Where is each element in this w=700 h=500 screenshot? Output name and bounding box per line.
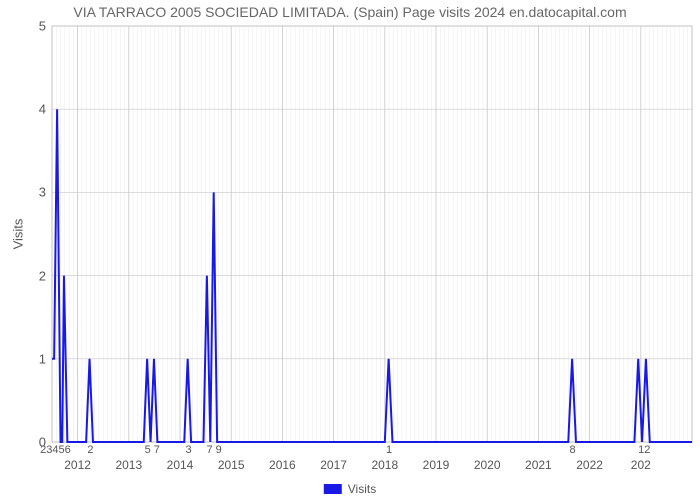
- legend: Visits: [324, 482, 376, 496]
- legend-swatch: [324, 484, 342, 494]
- y-tick-label: 1: [39, 351, 46, 366]
- y-tick-label: 5: [39, 19, 46, 34]
- y-tick-label: 4: [39, 102, 46, 117]
- x-year-label: 2022: [576, 458, 603, 472]
- y-axis-title: Visits: [11, 219, 26, 250]
- plot-svg: [52, 26, 692, 442]
- chart-title: VIA TARRACO 2005 SOCIEDAD LIMITADA. (Spa…: [0, 4, 700, 21]
- x-year-label: 2014: [167, 458, 194, 472]
- x-small-label: 3: [185, 444, 191, 456]
- y-tick-label: 2: [39, 268, 46, 283]
- x-small-label: 8: [569, 444, 575, 456]
- chart-page: VIA TARRACO 2005 SOCIEDAD LIMITADA. (Spa…: [0, 0, 700, 500]
- y-tick-label: 3: [39, 185, 46, 200]
- x-small-label: 1: [386, 444, 392, 456]
- x-small-label: 12: [638, 444, 650, 456]
- x-small-label: 5 7: [145, 444, 160, 456]
- x-year-label: 2012: [64, 458, 91, 472]
- x-year-label: 2013: [115, 458, 142, 472]
- x-year-label: 2020: [474, 458, 501, 472]
- x-year-label: 2021: [525, 458, 552, 472]
- plot-area: Visits 012345201220132014201520162017201…: [52, 26, 692, 442]
- x-small-label: 23456: [40, 444, 71, 456]
- x-year-label: 2015: [218, 458, 245, 472]
- x-small-label: 7 9: [206, 444, 221, 456]
- x-small-label: 2: [87, 444, 93, 456]
- legend-label: Visits: [348, 482, 376, 496]
- x-year-label: 2018: [371, 458, 398, 472]
- x-year-label: 2016: [269, 458, 296, 472]
- x-year-label: 202: [631, 458, 651, 472]
- x-year-label: 2019: [423, 458, 450, 472]
- x-year-label: 2017: [320, 458, 347, 472]
